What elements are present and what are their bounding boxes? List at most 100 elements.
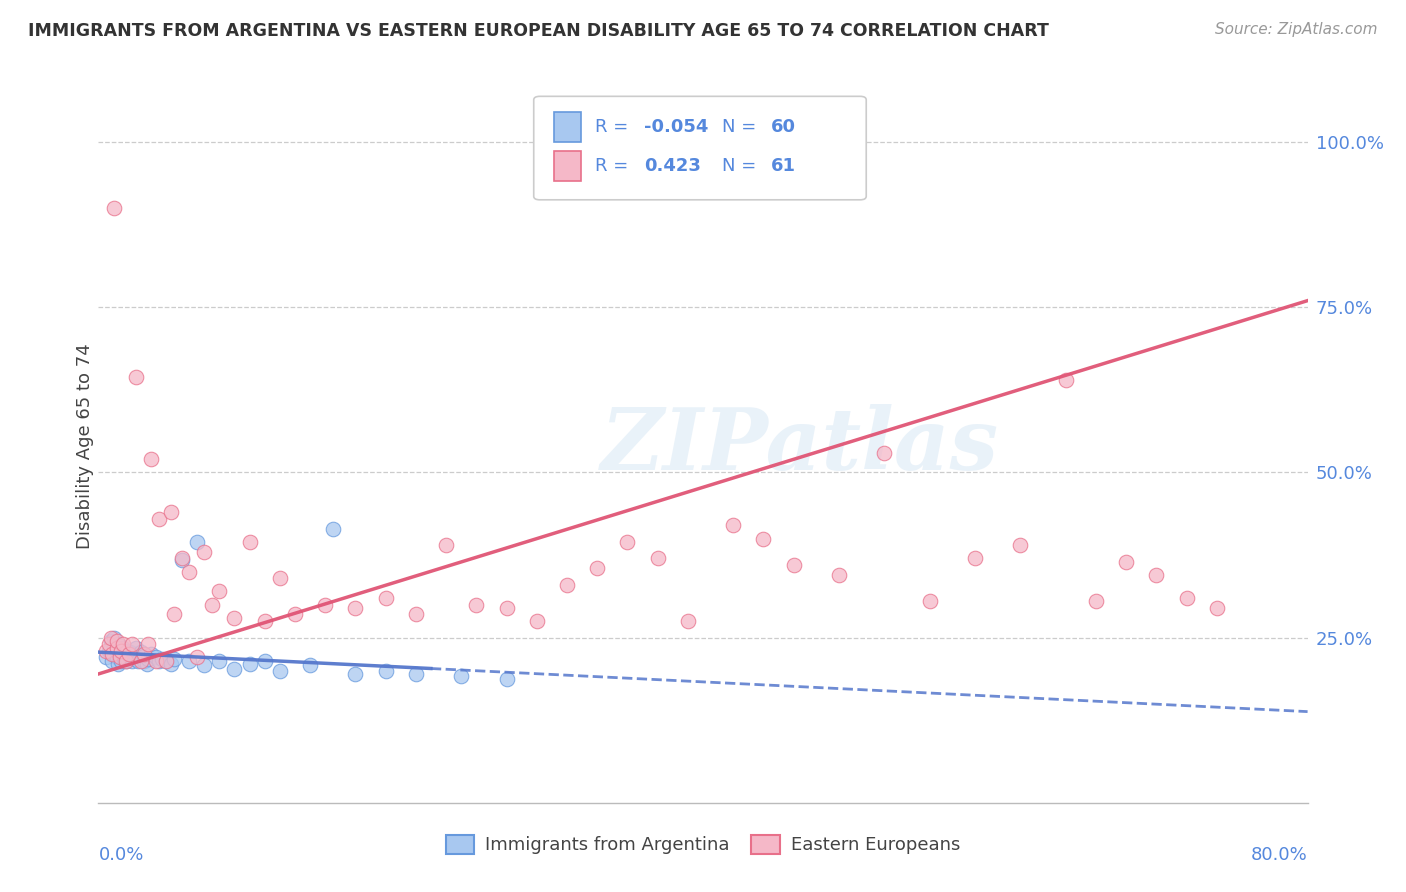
Point <box>918 594 941 608</box>
Point <box>103 640 125 655</box>
Point <box>103 201 125 215</box>
Point <box>344 667 367 681</box>
Point <box>616 534 638 549</box>
Point <box>450 669 472 683</box>
Point <box>132 654 155 668</box>
Point <box>555 578 578 592</box>
Point <box>110 650 132 665</box>
Point <box>101 654 124 668</box>
Point <box>111 647 134 661</box>
Point <box>344 600 367 615</box>
Point <box>141 647 163 661</box>
Point <box>125 369 148 384</box>
Point <box>1085 594 1108 608</box>
Point <box>145 650 167 665</box>
Point <box>135 657 157 671</box>
FancyBboxPatch shape <box>554 151 581 180</box>
Point <box>374 664 396 678</box>
Point <box>170 552 193 566</box>
Point <box>186 534 208 549</box>
Point <box>1144 567 1167 582</box>
Point <box>98 644 121 658</box>
FancyBboxPatch shape <box>554 112 581 142</box>
Point <box>314 598 336 612</box>
Text: -0.054: -0.054 <box>644 118 709 136</box>
Text: ZIPatlas: ZIPatlas <box>600 404 998 488</box>
Point <box>1010 538 1032 552</box>
Point <box>177 654 201 668</box>
Point <box>253 654 276 668</box>
Point <box>284 607 307 622</box>
Point <box>125 640 148 655</box>
Point <box>405 667 427 681</box>
Y-axis label: Disability Age 65 to 74: Disability Age 65 to 74 <box>76 343 94 549</box>
Point <box>148 654 170 668</box>
Point <box>120 645 142 659</box>
Point <box>752 532 775 546</box>
Text: 60: 60 <box>770 118 796 136</box>
Text: 0.0%: 0.0% <box>98 846 143 863</box>
Text: IMMIGRANTS FROM ARGENTINA VS EASTERN EUROPEAN DISABILITY AGE 65 TO 74 CORRELATIO: IMMIGRANTS FROM ARGENTINA VS EASTERN EUR… <box>28 22 1049 40</box>
Point <box>94 644 117 658</box>
Point <box>132 647 155 661</box>
Point <box>224 611 246 625</box>
Point <box>107 657 129 671</box>
Point <box>873 445 896 459</box>
Point <box>160 505 183 519</box>
Point <box>269 664 291 678</box>
Point <box>155 654 177 668</box>
Point <box>136 652 159 666</box>
Point <box>465 598 488 612</box>
Point <box>201 598 224 612</box>
Point <box>118 647 141 661</box>
Point <box>132 649 155 664</box>
Point <box>405 607 427 622</box>
Point <box>115 652 138 666</box>
Point <box>108 645 131 659</box>
Point <box>148 511 170 525</box>
Point <box>177 565 201 579</box>
Point <box>114 654 136 668</box>
Text: R =: R = <box>595 157 628 175</box>
Point <box>322 522 344 536</box>
Point <box>208 584 231 599</box>
Point <box>586 561 609 575</box>
Point <box>110 644 132 658</box>
Legend: Immigrants from Argentina, Eastern Europeans: Immigrants from Argentina, Eastern Europ… <box>439 828 967 862</box>
Point <box>163 607 186 622</box>
Point <box>114 649 136 664</box>
Point <box>239 657 262 671</box>
Text: 61: 61 <box>770 157 796 175</box>
Point <box>101 647 124 661</box>
Point <box>828 567 851 582</box>
Point <box>111 637 134 651</box>
Point <box>163 652 186 666</box>
Point <box>129 654 152 668</box>
Point <box>111 640 134 655</box>
Point <box>193 658 215 673</box>
Point <box>105 650 128 665</box>
Point <box>105 640 128 655</box>
Point <box>110 644 132 658</box>
Point <box>121 637 143 651</box>
Point <box>122 647 145 661</box>
Point <box>141 452 163 467</box>
Point <box>124 652 146 666</box>
Point <box>115 644 138 658</box>
Point <box>121 654 143 668</box>
Point <box>129 645 152 659</box>
Point <box>108 650 131 665</box>
Point <box>1054 373 1077 387</box>
Point <box>150 652 173 666</box>
Point <box>253 614 276 628</box>
Point <box>107 637 129 651</box>
Point <box>239 534 262 549</box>
Point <box>434 538 457 552</box>
Point <box>224 662 246 676</box>
Point <box>170 551 193 566</box>
Point <box>965 551 987 566</box>
Point <box>495 672 517 686</box>
Point <box>100 634 122 648</box>
Point <box>114 654 136 668</box>
Point <box>1115 555 1137 569</box>
